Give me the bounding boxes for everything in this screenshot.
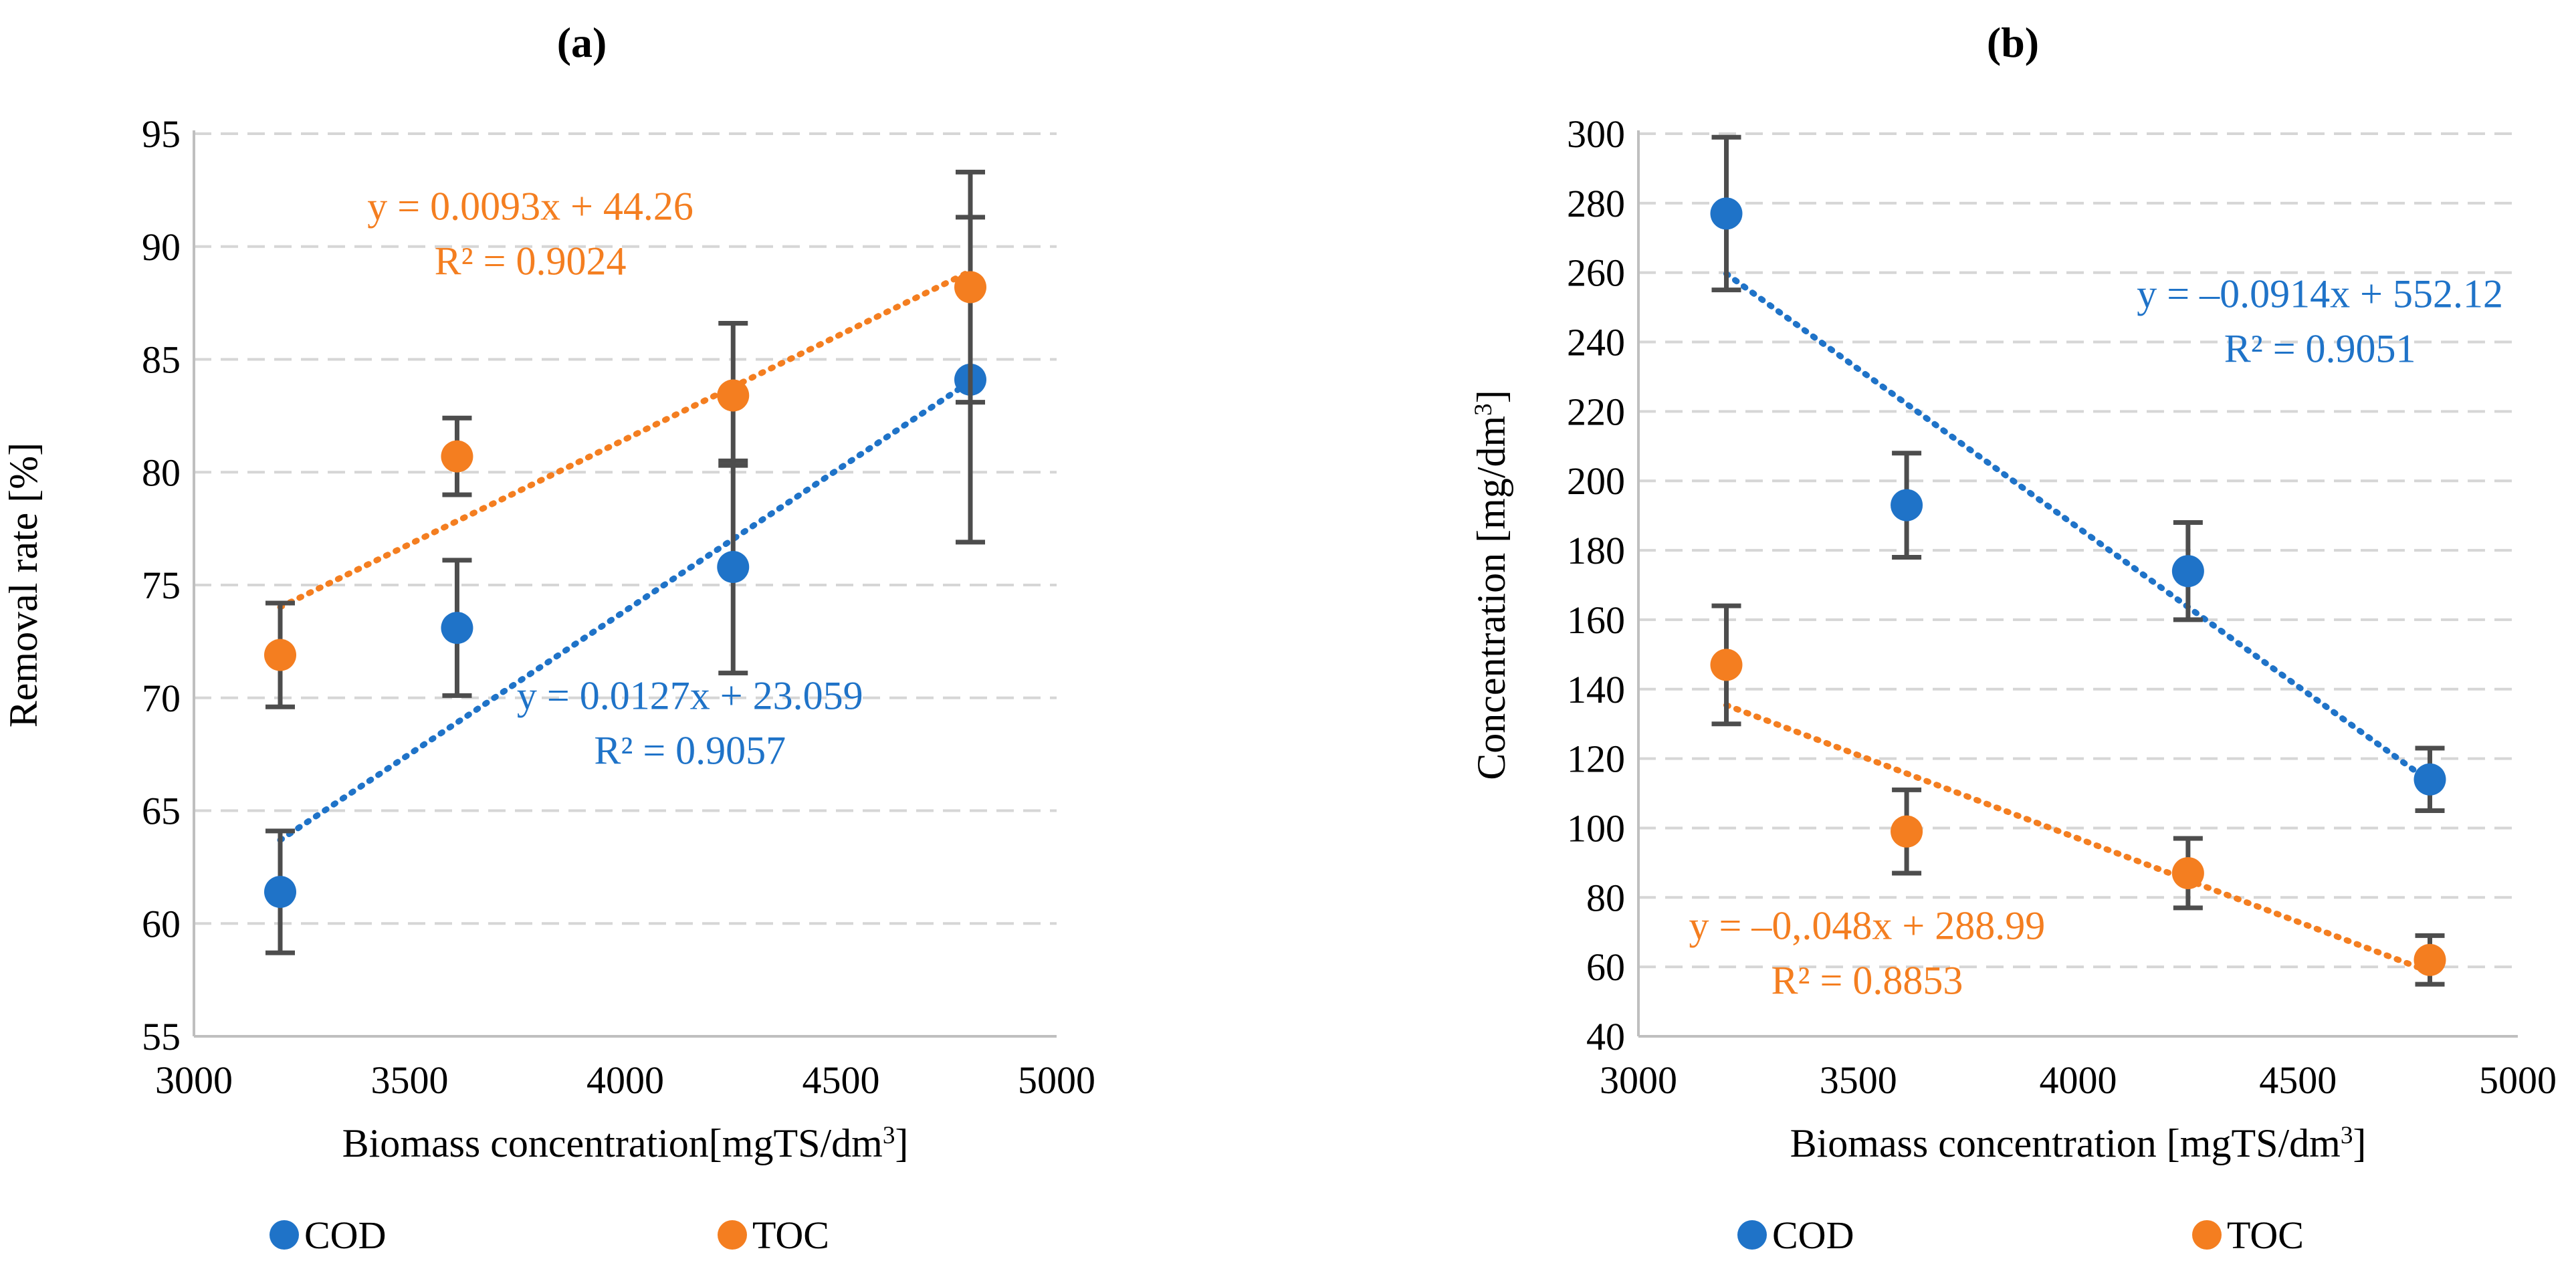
x-axis-title: Biomass concentration [mgTS/dm3] <box>1790 1121 2367 1165</box>
y-tick-label: 55 <box>142 1015 181 1058</box>
x-tick-label: 4500 <box>802 1058 880 1102</box>
y-tick-label: 60 <box>142 902 181 945</box>
y-tick-label: 60 <box>1586 945 1625 989</box>
toc-trend-equation: y = 0.0093x + 44.26 <box>367 184 693 228</box>
x-tick-label: 5000 <box>1018 1058 1095 1102</box>
y-axis-title: Concentration [mg/dm3] <box>1469 390 1513 780</box>
toc-trend-equation: y = –0,.048x + 288.99 <box>1689 904 2046 948</box>
panel-title: (b) <box>1987 19 2039 66</box>
y-axis-title: Removal rate [%] <box>1 443 45 727</box>
legend-marker-cod <box>270 1220 299 1250</box>
toc-point <box>717 379 750 412</box>
x-tick-label: 3000 <box>1600 1058 1677 1102</box>
toc-point <box>2413 943 2446 976</box>
cod-trend-equation: y = –0.0914x + 552.12 <box>2137 272 2503 316</box>
cod-point <box>2171 555 2204 588</box>
y-tick-label: 280 <box>1567 182 1625 225</box>
y-tick-label: 65 <box>142 790 181 833</box>
toc-trendline <box>1723 702 2433 975</box>
y-tick-label: 300 <box>1567 112 1625 156</box>
y-tick-label: 100 <box>1567 806 1625 850</box>
x-tick-label: 4500 <box>2259 1058 2337 1102</box>
cod-trendline <box>277 378 974 843</box>
y-tick-label: 80 <box>142 451 181 494</box>
legend-label-cod: COD <box>1772 1213 1854 1257</box>
x-axis-title: Biomass concentration[mgTS/dm3] <box>342 1121 909 1165</box>
y-tick-label: 90 <box>142 225 181 269</box>
chart-panel-b: (b) 40 60 80 100 120 140 160 180 200 220 240 260 280 3… <box>1469 19 2557 1257</box>
x-tick-label: 3500 <box>1820 1058 1897 1102</box>
y-tick-label: 80 <box>1586 876 1625 919</box>
cod-point <box>1710 197 1743 230</box>
cod-point <box>441 612 473 645</box>
y-tick-label: 75 <box>142 564 181 607</box>
cod-point <box>717 551 750 583</box>
y-tick-label: 160 <box>1567 598 1625 642</box>
toc-point <box>264 639 296 671</box>
cod-point <box>1891 489 1923 521</box>
y-tick-label: 220 <box>1567 390 1625 433</box>
legend-marker-toc <box>2192 1220 2222 1250</box>
legend-label-toc: TOC <box>752 1213 829 1257</box>
y-tick-label: 95 <box>142 112 181 156</box>
toc-trendline <box>277 268 974 610</box>
x-tick-label: 3500 <box>371 1058 449 1102</box>
cod-point <box>264 876 296 908</box>
toc-point <box>1891 815 1923 848</box>
x-tick-label: 3000 <box>155 1058 233 1102</box>
cod-r-squared: R² = 0.9057 <box>594 729 786 773</box>
chart-panel-a: (a) 55 60 65 70 75 80 85 90 95 3000 3500 4000 4500 500… <box>1 19 1095 1257</box>
toc-r-squared: R² = 0.8853 <box>1771 959 1963 1003</box>
y-tick-label: 85 <box>142 338 181 382</box>
x-tick-label: 5000 <box>2479 1058 2557 1102</box>
y-tick-label: 40 <box>1586 1015 1625 1058</box>
toc-point <box>954 271 986 304</box>
legend-label-toc: TOC <box>2227 1213 2304 1257</box>
legend-label-cod: COD <box>304 1213 386 1257</box>
y-tick-label: 70 <box>142 677 181 720</box>
cod-point <box>2413 763 2446 796</box>
y-tick-label: 180 <box>1567 529 1625 572</box>
toc-r-squared: R² = 0.9024 <box>435 239 627 283</box>
legend-marker-toc <box>718 1220 747 1250</box>
x-tick-label: 4000 <box>2040 1058 2117 1102</box>
y-tick-label: 120 <box>1567 737 1625 781</box>
y-tick-label: 240 <box>1567 321 1625 364</box>
x-tick-label: 4000 <box>586 1058 664 1102</box>
y-tick-label: 140 <box>1567 668 1625 711</box>
y-tick-label: 200 <box>1567 459 1625 503</box>
toc-point <box>441 440 473 473</box>
cod-r-squared: R² = 0.9051 <box>2224 327 2416 371</box>
legend-marker-cod <box>1737 1220 1767 1250</box>
panel-title: (a) <box>557 19 607 66</box>
toc-point <box>2171 856 2204 889</box>
toc-point <box>1710 649 1743 681</box>
cod-trend-equation: y = 0.0127x + 23.059 <box>517 674 863 718</box>
y-tick-label: 260 <box>1567 251 1625 295</box>
